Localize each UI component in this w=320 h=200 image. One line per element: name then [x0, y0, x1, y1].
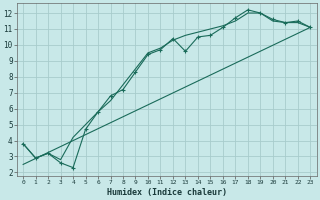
X-axis label: Humidex (Indice chaleur): Humidex (Indice chaleur): [107, 188, 227, 197]
